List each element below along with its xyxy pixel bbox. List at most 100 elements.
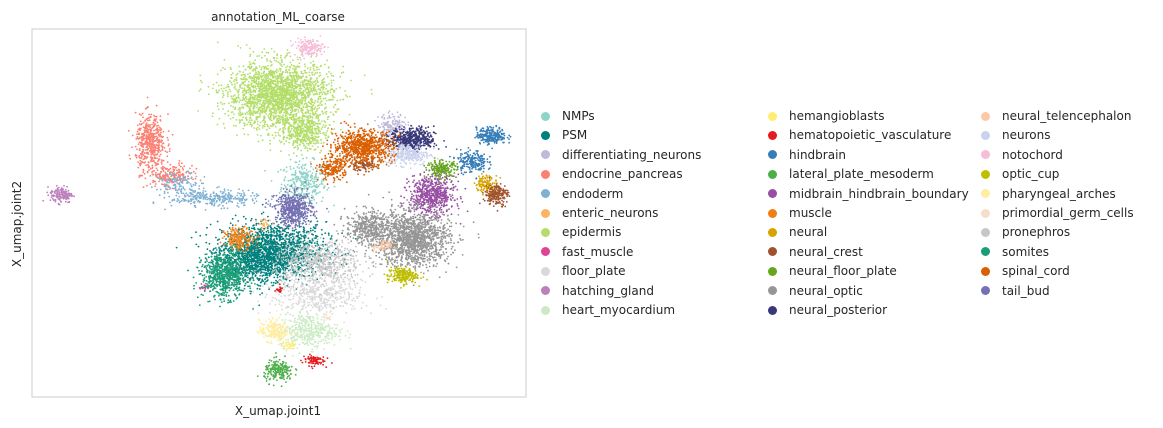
point [171, 199, 174, 201]
point [213, 194, 215, 197]
point [308, 71, 311, 74]
point [182, 198, 185, 201]
point [292, 167, 295, 170]
point [305, 179, 307, 182]
point [187, 181, 190, 184]
point [254, 234, 257, 237]
point [153, 114, 155, 117]
scatter-points-layer [42, 35, 512, 388]
point [395, 122, 398, 125]
point [178, 182, 181, 185]
point [151, 173, 154, 176]
point [255, 66, 257, 68]
point [252, 93, 255, 96]
point [181, 167, 184, 170]
point [163, 192, 166, 195]
point [158, 144, 160, 147]
point [185, 195, 187, 197]
point [195, 199, 198, 201]
point [284, 185, 287, 188]
point [212, 191, 215, 194]
point [313, 227, 316, 230]
point [268, 108, 271, 111]
point [287, 231, 290, 234]
point [281, 61, 283, 64]
point [294, 176, 297, 179]
point [159, 153, 162, 156]
point [287, 257, 290, 259]
point [143, 157, 146, 160]
point [184, 199, 187, 202]
point [316, 113, 318, 116]
point [258, 244, 261, 247]
point [270, 256, 272, 259]
point [314, 271, 317, 273]
point [205, 241, 208, 244]
point [399, 123, 401, 126]
point [237, 197, 240, 200]
point [330, 82, 333, 84]
point [169, 167, 172, 170]
point [178, 183, 181, 186]
point [277, 109, 279, 111]
point [279, 56, 282, 59]
point [264, 219, 267, 222]
point [298, 238, 301, 241]
point [230, 95, 233, 98]
point [180, 162, 183, 165]
point [268, 250, 271, 253]
point [277, 230, 279, 232]
point [309, 105, 311, 108]
point [162, 168, 165, 170]
point [228, 227, 231, 229]
point [227, 191, 230, 194]
point [304, 65, 307, 68]
point [152, 160, 155, 163]
point [392, 123, 394, 125]
point [236, 134, 238, 137]
point [260, 212, 263, 215]
point [266, 276, 269, 279]
point [291, 247, 293, 250]
point [264, 54, 266, 57]
point [302, 157, 304, 160]
point [192, 196, 195, 199]
point [160, 131, 162, 134]
point [322, 84, 325, 86]
point [270, 241, 273, 244]
point [254, 268, 256, 270]
point [142, 142, 144, 145]
point [288, 279, 291, 282]
point [252, 84, 255, 87]
point [156, 152, 159, 155]
point [297, 176, 300, 178]
point [220, 84, 223, 87]
point [332, 106, 335, 109]
point [161, 139, 164, 142]
point [256, 287, 259, 290]
point [278, 73, 281, 75]
point [243, 124, 246, 127]
point [196, 195, 199, 197]
point [291, 71, 294, 74]
point [272, 72, 275, 75]
point [208, 93, 210, 96]
point [262, 280, 265, 282]
point [291, 229, 294, 232]
point [238, 101, 241, 104]
point [303, 177, 306, 180]
point [192, 178, 195, 181]
point [252, 247, 255, 250]
point [176, 169, 178, 172]
point [348, 95, 351, 98]
point [154, 124, 157, 126]
point [228, 200, 231, 202]
point [145, 135, 148, 138]
point [252, 107, 255, 110]
point [340, 72, 343, 74]
point [310, 81, 312, 84]
point [331, 88, 334, 91]
point [280, 241, 283, 244]
point [222, 92, 224, 95]
